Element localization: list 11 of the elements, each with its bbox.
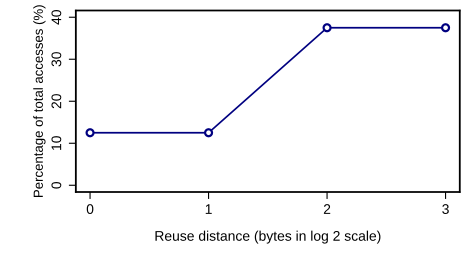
y-axis-title: Percentage of total accesses (%): [33, 5, 46, 197]
x-axis-title: Reuse distance (bytes in log 2 scale): [155, 230, 380, 244]
x-tick-label: 0: [86, 204, 94, 214]
x-tick-label: 2: [324, 204, 330, 214]
x-tick-label: 3: [442, 204, 449, 214]
y-tick-label: 0: [51, 182, 62, 189]
y-tick-label: 30: [51, 52, 62, 66]
y-tick-label: 40: [51, 10, 62, 25]
x-tick-label: 1: [206, 204, 212, 214]
y-tick-label: 10: [51, 136, 62, 150]
y-tick-label: 20: [51, 94, 62, 108]
